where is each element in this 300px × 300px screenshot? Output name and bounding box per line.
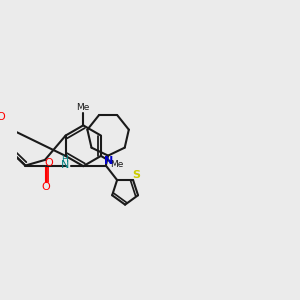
Text: O: O: [41, 182, 50, 192]
Text: N: N: [104, 156, 113, 166]
Text: O: O: [0, 112, 5, 122]
Text: Me: Me: [110, 160, 123, 169]
Text: N: N: [61, 160, 69, 170]
Text: H: H: [61, 155, 68, 164]
Text: S: S: [132, 170, 140, 181]
Text: Me: Me: [76, 103, 90, 112]
Text: O: O: [44, 158, 53, 168]
